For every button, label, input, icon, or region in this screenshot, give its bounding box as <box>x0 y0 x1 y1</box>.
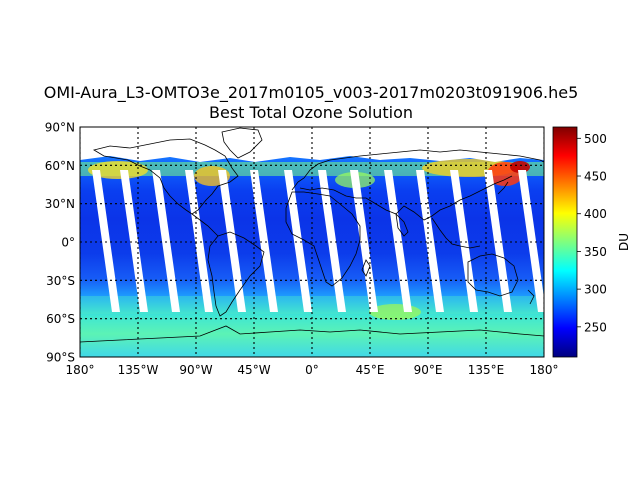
coast-japan <box>497 181 509 195</box>
colorbar-ticks: 250 300 350 400 450 500 <box>577 132 607 334</box>
coast-madagascar <box>361 259 371 277</box>
orbit-gap <box>152 170 180 312</box>
colorbar: 250 300 350 400 450 500 DU <box>552 126 631 358</box>
longitude-tick-label: 135°E <box>468 363 505 377</box>
longitude-tick-label: 180° <box>66 363 95 377</box>
colorbar-label: DU <box>617 233 631 251</box>
coast-greenland <box>221 127 263 159</box>
longitude-ticks: 180° 135°W 90°W 45°W 0° 45°E 90°E 135°E 180° <box>66 363 559 377</box>
orbit-gap <box>450 170 478 312</box>
ozone-map <box>80 127 544 357</box>
latitude-tick-label: 60°N <box>45 159 75 173</box>
map-frame <box>79 126 545 358</box>
orbit-gap <box>384 170 412 312</box>
colorbar-tick-label: 300 <box>584 283 607 297</box>
longitude-tick-label: 45°E <box>356 363 385 377</box>
orbit-gap <box>484 170 512 312</box>
coast-north-america <box>92 138 239 215</box>
orbit-gap <box>218 170 246 312</box>
longitude-tick-label: 90°W <box>179 363 212 377</box>
colorbar-tick-label: 350 <box>584 245 607 259</box>
colorbar-tick-label: 500 <box>584 132 607 146</box>
latitude-ticks: 90°N 60°N 30°N 0° 30°S 60°S 90°S <box>45 121 75 365</box>
orbit-gap <box>92 170 120 312</box>
colorbar-tick-label: 450 <box>584 170 607 184</box>
coast-eurasia-south <box>299 175 513 221</box>
orbit-gap <box>318 170 346 312</box>
orbit-gap <box>518 170 544 312</box>
coast-southeast-asia <box>431 217 481 249</box>
latitude-tick-label: 90°N <box>45 121 75 135</box>
latitude-tick-label: 0° <box>61 236 75 250</box>
orbit-gap <box>350 170 378 312</box>
longitude-tick-label: 180° <box>530 363 559 377</box>
colorbar-gradient <box>552 126 578 358</box>
coast-india <box>395 212 409 237</box>
coastlines <box>80 127 544 343</box>
colorbar-tick-label: 400 <box>584 207 607 221</box>
orbit-gap <box>120 170 148 312</box>
longitude-tick-label: 0° <box>305 363 319 377</box>
latitude-tick-label: 60°S <box>46 312 75 326</box>
orbit-gap <box>284 170 312 312</box>
longitude-tick-label: 135°W <box>118 363 159 377</box>
orbit-gap <box>185 170 213 312</box>
map-subtitle: Best Total Ozone Solution <box>209 103 413 122</box>
latitude-tick-label: 30°S <box>46 274 75 288</box>
coast-new-zealand <box>527 289 535 305</box>
colorbar-tick-label: 250 <box>584 320 607 334</box>
coast-south-america <box>207 231 265 317</box>
longitude-tick-label: 45°W <box>237 363 270 377</box>
coast-australia <box>467 253 519 297</box>
latitude-tick-label: 90°S <box>46 351 75 365</box>
orbit-gap <box>416 170 444 312</box>
coast-africa <box>285 191 361 287</box>
ozone-high-pacific <box>88 161 148 179</box>
orbit-gaps <box>92 170 544 312</box>
coast-central-america <box>191 213 219 237</box>
longitude-tick-label: 90°E <box>414 363 443 377</box>
southern-band <box>80 296 544 314</box>
coast-eurasia-north <box>291 149 544 191</box>
coast-antarctica <box>80 325 544 343</box>
map-title: OMI-Aura_L3-OMTO3e_2017m0105_v003-2017m0… <box>44 83 579 103</box>
latitude-tick-label: 30°N <box>45 197 75 211</box>
gridlines <box>80 127 544 357</box>
orbit-gap <box>250 170 278 312</box>
